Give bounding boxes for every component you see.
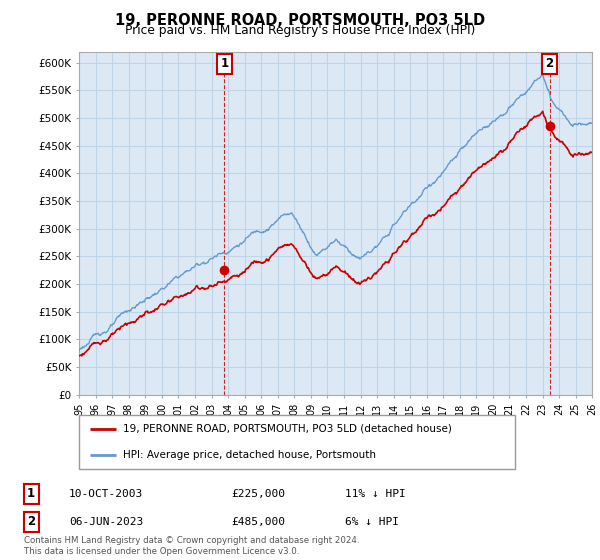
Text: 10-OCT-2003: 10-OCT-2003 (69, 489, 143, 499)
Text: £225,000: £225,000 (231, 489, 285, 499)
Text: 19, PERONNE ROAD, PORTSMOUTH, PO3 5LD: 19, PERONNE ROAD, PORTSMOUTH, PO3 5LD (115, 13, 485, 28)
Text: 2: 2 (545, 57, 554, 70)
Text: 1: 1 (220, 57, 229, 70)
Text: 2: 2 (27, 515, 35, 529)
Text: 6% ↓ HPI: 6% ↓ HPI (345, 517, 399, 527)
Text: 19, PERONNE ROAD, PORTSMOUTH, PO3 5LD (detached house): 19, PERONNE ROAD, PORTSMOUTH, PO3 5LD (d… (123, 424, 452, 434)
Text: HPI: Average price, detached house, Portsmouth: HPI: Average price, detached house, Port… (123, 450, 376, 460)
Text: Contains HM Land Registry data © Crown copyright and database right 2024.: Contains HM Land Registry data © Crown c… (24, 536, 359, 545)
FancyBboxPatch shape (79, 415, 515, 469)
Text: £485,000: £485,000 (231, 517, 285, 527)
Text: This data is licensed under the Open Government Licence v3.0.: This data is licensed under the Open Gov… (24, 547, 299, 556)
Text: 06-JUN-2023: 06-JUN-2023 (69, 517, 143, 527)
Text: 11% ↓ HPI: 11% ↓ HPI (345, 489, 406, 499)
Text: Price paid vs. HM Land Registry's House Price Index (HPI): Price paid vs. HM Land Registry's House … (125, 24, 475, 37)
Text: 1: 1 (27, 487, 35, 501)
